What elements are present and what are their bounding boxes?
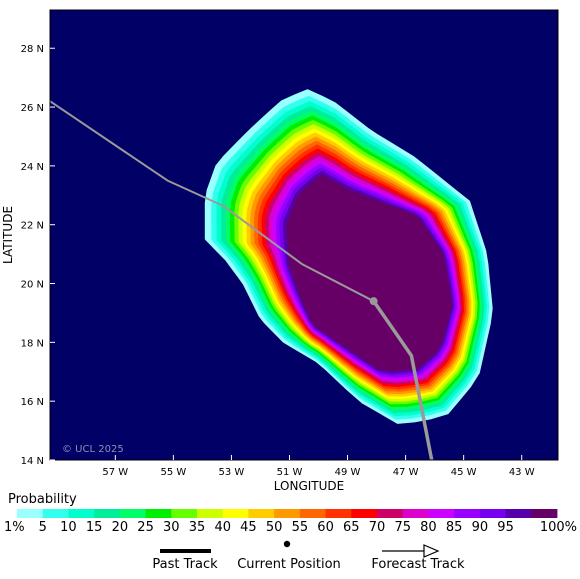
- colorbar-swatch-15: [94, 509, 121, 518]
- lat-tick-label: 20 N: [21, 280, 44, 291]
- colorbar-swatch-1pct: [17, 509, 44, 518]
- colorbar-swatch-55: [299, 509, 326, 518]
- colorbar-swatch-40: [222, 509, 249, 518]
- colorbar-label: 60: [317, 520, 334, 535]
- storm-track: [50, 100, 434, 460]
- colorbar-swatch-60: [325, 509, 352, 518]
- lat-tick-label: 24 N: [21, 162, 44, 173]
- lon-tick-label: 51 W: [277, 467, 303, 478]
- lat-tick-label: 26 N: [21, 103, 44, 114]
- colorbar-swatch-10: [68, 509, 95, 518]
- colorbar-label: 80: [420, 520, 437, 535]
- colorbar-swatch-30: [171, 509, 198, 518]
- forecast-track-key-label: Forecast Track: [371, 557, 465, 572]
- forecast-track-key-arrow: [382, 544, 440, 558]
- colorbar-label: 95: [497, 520, 514, 535]
- forecast-track-line: [372, 300, 434, 460]
- current-position-key-label: Current Position: [237, 557, 341, 572]
- lon-tick-label: 49 W: [335, 467, 361, 478]
- colorbar-label: 15: [86, 520, 103, 535]
- legend-title: Probability: [8, 492, 77, 507]
- lat-tick-label: 16 N: [21, 397, 44, 408]
- colorbar-swatch-90: [479, 509, 506, 518]
- past-track-key-label: Past Track: [152, 557, 218, 572]
- colorbar-swatch-85: [454, 509, 481, 518]
- swath-band-100pct: [286, 174, 453, 372]
- colorbar-label: 70: [369, 520, 386, 535]
- colorbar-label: 90: [472, 520, 489, 535]
- lon-tick-label: 53 W: [219, 467, 245, 478]
- lon-tick-label: 43 W: [509, 467, 535, 478]
- colorbar-label: 40: [214, 520, 231, 535]
- latitude-ticks: 14 N 16 N 18 N 20 N 22 N 24 N 26 N 28 N: [21, 44, 55, 467]
- colorbar-label: 5: [39, 520, 47, 535]
- probability-colorbar: [17, 509, 558, 518]
- colorbar-swatch-75: [402, 509, 429, 518]
- longitude-ticks: 57 W 55 W 53 W 51 W 49 W 47 W 45 W 43 W: [102, 455, 535, 478]
- colorbar-swatch-35: [197, 509, 224, 518]
- colorbar-swatch-50: [274, 509, 301, 518]
- colorbar-swatch-65: [351, 509, 378, 518]
- colorbar-swatch-45: [248, 509, 275, 518]
- colorbar-label: 35: [189, 520, 206, 535]
- colorbar-label: 25: [137, 520, 154, 535]
- lat-tick-label: 22 N: [21, 221, 44, 232]
- lon-tick-label: 55 W: [160, 467, 186, 478]
- colorbar-label: 85: [446, 520, 463, 535]
- colorbar-label: 30: [163, 520, 180, 535]
- colorbar-swatch-100pct: [531, 509, 558, 518]
- current-position-marker: [369, 297, 378, 306]
- colorbar-label: 100%: [540, 520, 577, 535]
- lon-tick-label: 57 W: [102, 467, 128, 478]
- lat-tick-label: 28 N: [21, 44, 44, 55]
- colorbar-swatch-25: [145, 509, 172, 518]
- colorbar-label: 65: [343, 520, 360, 535]
- colorbar-swatch-20: [119, 509, 146, 518]
- track-line-before-current: [50, 100, 375, 303]
- colorbar-swatch-70: [377, 509, 404, 518]
- lat-tick-label: 14 N: [21, 456, 44, 467]
- probability-colorbar-labels: 1% 5 10 15 20 25 30 35 40 45 50 55 60 65 70 75 80 85 90 95 1…: [4, 520, 577, 535]
- colorbar-label: 55: [292, 520, 309, 535]
- colorbar-swatch-80: [428, 509, 455, 518]
- colorbar-label: 45: [240, 520, 257, 535]
- colorbar-label: 75: [394, 520, 411, 535]
- lat-tick-label: 18 N: [21, 338, 44, 349]
- current-position-key-dot: [283, 540, 291, 548]
- colorbar-label: 20: [112, 520, 129, 535]
- probability-swath: [204, 89, 493, 424]
- colorbar-swatch-95: [505, 509, 532, 518]
- y-axis-title: LATITUDE: [1, 206, 15, 264]
- copyright-text: © UCL 2025: [62, 444, 124, 455]
- x-axis-title: LONGITUDE: [274, 479, 344, 493]
- lon-tick-label: 47 W: [393, 467, 419, 478]
- map-frame: [49, 9, 559, 461]
- colorbar-label: 10: [60, 520, 77, 535]
- lon-tick-label: 45 W: [451, 467, 477, 478]
- colorbar-label: 1%: [4, 520, 25, 535]
- colorbar-label: 50: [266, 520, 283, 535]
- colorbar-swatch-5: [42, 509, 69, 518]
